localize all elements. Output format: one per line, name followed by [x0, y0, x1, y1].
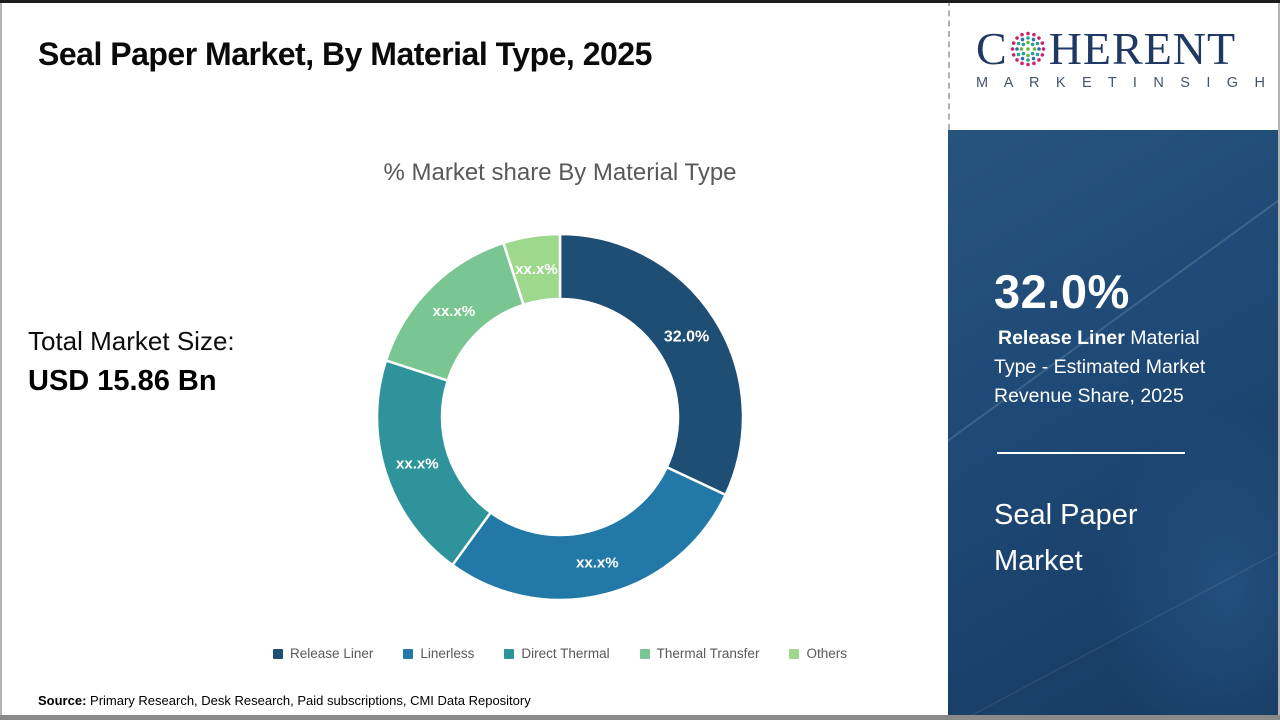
slide-top-border — [0, 0, 1280, 3]
highlight-stat-value: 32.0% — [994, 265, 1130, 318]
globe-dot — [1019, 61, 1024, 66]
legend-marker-direct-thermal — [504, 648, 515, 659]
globe-dot — [1030, 42, 1035, 47]
legend-label-linerless: Linerless — [420, 646, 475, 661]
legend-marker-release-liner — [273, 648, 284, 659]
globe-dot — [1020, 56, 1024, 61]
page-title: Seal Paper Market, By Material Type, 202… — [38, 36, 652, 72]
source-text: Primary Research, Desk Research, Paid su… — [86, 693, 531, 708]
globe-dot — [1036, 47, 1041, 51]
legend-item-direct-thermal: Direct Thermal — [504, 646, 610, 661]
globe-dot — [1036, 58, 1041, 62]
donut-slice-label-linerless: xx.x% — [576, 554, 619, 571]
globe-dot — [1014, 36, 1019, 40]
legend-item-others: Others — [789, 646, 847, 661]
globe-dot — [1010, 47, 1014, 51]
highlight-sidebar: 32.0% Release Liner Material Type - Esti… — [948, 130, 1280, 715]
globe-dot — [1025, 53, 1030, 58]
slide-left-border — [0, 0, 2, 720]
donut-slice-label-release-liner: 32.0% — [664, 329, 709, 346]
globe-dot — [1025, 47, 1030, 51]
logo-area: C HERENT M A R K E T I N S I G H T S — [948, 0, 1280, 130]
slide-right-border — [1278, 0, 1280, 720]
legend-label-direct-thermal: Direct Thermal — [521, 646, 610, 661]
donut-slice-release-liner — [558, 232, 745, 497]
globe-dot — [1035, 52, 1040, 57]
total-market-size-value: USD 15.86 Bn — [28, 365, 217, 397]
globe-dot — [1021, 42, 1025, 47]
highlight-stat-segment: Release Liner — [998, 327, 1125, 349]
globe-dot — [1021, 51, 1025, 56]
logo-subtitle: M A R K E T I N S I G H T S — [976, 75, 1280, 91]
logo-wordmark: C HERENT — [976, 26, 1256, 72]
legend-item-linerless: Linerless — [403, 646, 474, 661]
total-market-size-label: Total Market Size: — [28, 326, 235, 356]
sidebar-market-name: Seal Paper Market — [994, 499, 1138, 577]
donut-slice-label-others: xx.x% — [515, 261, 558, 278]
donut-chart-svg: 32.0% xx.x% xx.x% xx.x% xx.x% — [375, 232, 745, 602]
logo-letter-c: C — [976, 23, 1008, 74]
globe-dot — [1031, 37, 1035, 42]
globe-dot — [1019, 32, 1024, 37]
globe-dot — [1025, 31, 1030, 36]
globe-dot — [1025, 58, 1030, 62]
globe-dot — [1011, 53, 1016, 57]
globe-dot — [1030, 51, 1035, 56]
donut-slice-others — [502, 232, 562, 307]
donut-slice-label-direct-thermal: xx.x% — [396, 455, 439, 472]
legend-item-release-liner: Release Liner — [273, 646, 373, 661]
globe-dot — [1020, 37, 1024, 42]
globe-dot — [1036, 36, 1041, 40]
donut-chart: 32.0% xx.x% xx.x% xx.x% xx.x% — [370, 227, 750, 607]
chart-title: % Market share By Material Type — [383, 159, 737, 186]
legend-item-thermal-transfer: Thermal Transfer — [639, 646, 760, 661]
globe-dot — [1040, 53, 1044, 57]
donut-slice-linerless — [451, 465, 727, 602]
globe-dot — [1035, 41, 1040, 46]
globe-dot — [1032, 47, 1036, 51]
source-note: Source: Primary Research, Desk Research,… — [38, 693, 531, 708]
globe-dot — [1025, 62, 1030, 67]
globe-dot — [1025, 40, 1030, 45]
logo-word-rest: HERENT — [1048, 23, 1237, 74]
highlight-stat-description: Release Liner Material Type - Estimated … — [994, 324, 1242, 411]
legend-label-thermal-transfer: Thermal Transfer — [656, 646, 760, 661]
globe-dot — [1019, 47, 1023, 51]
highlight-stat-rest: Material Type - Estimated Market Revenue… — [994, 327, 1206, 407]
company-logo: C HERENT M A R K E T I N S I G H T S — [976, 26, 1280, 92]
globe-dot — [1011, 41, 1016, 45]
globe-dot — [1016, 41, 1020, 46]
donut-slice-label-thermal-transfer: xx.x% — [433, 303, 476, 320]
dotted-globe-icon — [1010, 31, 1045, 67]
legend-label-others: Others — [806, 646, 847, 661]
globe-dot — [1031, 61, 1036, 66]
total-market-size-block: Total Market Size: USD 15.86 Bn — [28, 326, 235, 398]
globe-dot — [1031, 56, 1035, 61]
legend-marker-thermal-transfer — [639, 648, 650, 659]
source-label: Source: — [38, 693, 87, 708]
legend-label-release-liner: Release Liner — [290, 646, 374, 661]
chart-legend: Release Liner Linerless Direct Thermal Ther… — [100, 646, 1020, 661]
globe-dot — [1040, 41, 1044, 45]
globe-dot — [1014, 47, 1019, 51]
globe-dot — [1031, 32, 1036, 37]
globe-dot — [1014, 58, 1019, 62]
sidebar-divider — [997, 452, 1185, 454]
globe-dot — [1025, 36, 1030, 40]
globe-dot — [1041, 47, 1045, 51]
globe-dot — [1016, 52, 1020, 57]
legend-marker-linerless — [403, 648, 414, 659]
legend-marker-others — [789, 648, 800, 659]
sidebar-map-texture — [1098, 410, 1280, 715]
slide-bottom-border — [0, 715, 1280, 720]
